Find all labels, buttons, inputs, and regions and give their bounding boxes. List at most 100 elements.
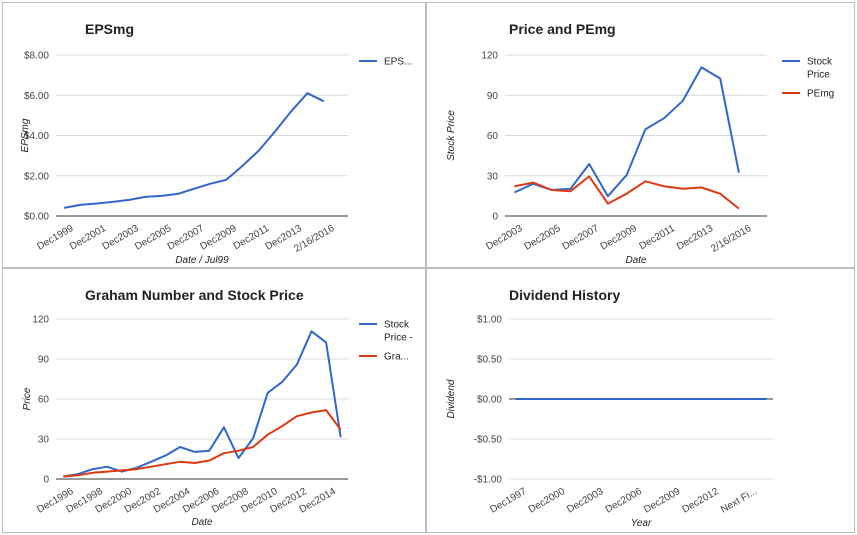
- data-point: [144, 196, 146, 198]
- data-point: [194, 451, 196, 453]
- data-point: [121, 469, 123, 471]
- y-tick-label: $8.00: [24, 51, 49, 62]
- x-tick-label: Dec2013: [675, 223, 716, 253]
- y-tick-label: $0.00: [24, 212, 49, 223]
- data-point: [513, 185, 515, 187]
- data-point: [528, 398, 530, 400]
- data-point: [719, 77, 721, 79]
- legend-label: Stock Price: [807, 57, 833, 81]
- data-point: [699, 398, 701, 400]
- data-point: [296, 363, 298, 365]
- chart-svg: Price and PEmg0306090120Dec2003Dec2005De…: [446, 21, 834, 266]
- data-point: [532, 181, 534, 183]
- y-tick-label: -$1.00: [474, 475, 503, 486]
- data-point: [514, 398, 516, 400]
- series-line: [63, 92, 325, 209]
- data-point: [62, 475, 64, 477]
- data-point: [150, 461, 152, 463]
- data-point: [580, 398, 582, 400]
- x-axis-label: Date: [191, 517, 213, 528]
- y-axis-label: EPSmg: [20, 118, 31, 152]
- data-point: [274, 130, 276, 132]
- data-point: [281, 425, 283, 427]
- chart-svg: Dividend History -$1.00 -$0.50 $0.00 $0.50 $1…: [446, 287, 773, 529]
- data-point: [91, 472, 93, 474]
- data-point: [310, 330, 312, 332]
- data-point: [625, 193, 627, 195]
- y-tick-label: $6.00: [24, 91, 49, 102]
- y-axis-label: Stock Price: [446, 110, 457, 161]
- data-point: [106, 465, 108, 467]
- x-tick-label: Dec2007: [561, 223, 602, 253]
- data-point: [663, 117, 665, 119]
- legend-label-line: Price: [807, 70, 830, 81]
- y-tick-label: 90: [38, 355, 50, 366]
- x-axis-label: Date / Jul99: [175, 255, 229, 266]
- y-tick-label: $1.00: [477, 315, 502, 326]
- data-point: [281, 381, 283, 383]
- data-point: [644, 180, 646, 182]
- series-line: [63, 409, 342, 478]
- x-tick-label: Dec2003: [565, 486, 606, 516]
- data-point: [551, 189, 553, 191]
- legend-label: Stock Price -: [384, 320, 413, 344]
- chart-svg: EPSmg$0.00$2.00$4.00$6.00$8.00Dec1999Dec…: [20, 21, 412, 266]
- data-point: [513, 191, 515, 193]
- data-point: [179, 446, 181, 448]
- y-tick-label: 60: [38, 395, 50, 406]
- data-point: [739, 398, 741, 400]
- data-point: [150, 465, 152, 467]
- data-point: [237, 449, 239, 451]
- data-point: [223, 452, 225, 454]
- data-point: [79, 204, 81, 206]
- chart-title: EPSmg: [85, 21, 134, 37]
- data-point: [633, 398, 635, 400]
- data-point: [607, 202, 609, 204]
- chart-title: Price and PEmg: [509, 21, 616, 37]
- data-point: [325, 409, 327, 411]
- data-point: [663, 185, 665, 187]
- x-tick-label: 2/16/2016: [709, 223, 753, 255]
- data-point: [607, 398, 609, 400]
- y-tick-label: 0: [492, 212, 498, 223]
- data-point: [267, 392, 269, 394]
- data-point: [63, 207, 65, 209]
- data-point: [91, 468, 93, 470]
- y-tick-label: 30: [487, 171, 499, 182]
- data-point: [223, 426, 225, 428]
- x-axis-label: Year: [631, 518, 652, 529]
- y-tick-label: 90: [487, 91, 499, 102]
- data-point: [193, 188, 195, 190]
- data-point: [296, 415, 298, 417]
- data-point: [738, 171, 740, 173]
- x-tick-label: Dec2005: [522, 223, 563, 253]
- y-tick-label: -$0.50: [474, 435, 503, 446]
- data-point: [644, 128, 646, 130]
- data-point: [128, 199, 130, 201]
- series-line: [513, 66, 740, 198]
- y-axis-label: Price: [22, 387, 33, 410]
- data-point: [290, 110, 292, 112]
- legend-label: Gra...: [384, 352, 409, 363]
- x-tick-label: Dec2009: [198, 223, 239, 253]
- data-point: [686, 398, 688, 400]
- y-tick-label: $0.50: [477, 355, 502, 366]
- data-point: [252, 446, 254, 448]
- x-axis-label: Date: [625, 255, 647, 266]
- legend-label-line: Price -: [384, 333, 413, 344]
- y-tick-label: $4.00: [24, 131, 49, 142]
- y-tick-label: $0.00: [477, 395, 502, 406]
- data-point: [160, 195, 162, 197]
- y-tick-label: 120: [32, 315, 49, 326]
- legend-label-line: Stock: [807, 57, 833, 68]
- data-point: [209, 183, 211, 185]
- data-point: [237, 457, 239, 459]
- data-point: [588, 163, 590, 165]
- data-point: [208, 449, 210, 451]
- data-point: [726, 398, 728, 400]
- data-point: [325, 341, 327, 343]
- data-point: [594, 398, 596, 400]
- x-tick-label: Dec2006: [604, 486, 645, 516]
- y-tick-label: 60: [487, 131, 499, 142]
- data-point: [607, 195, 609, 197]
